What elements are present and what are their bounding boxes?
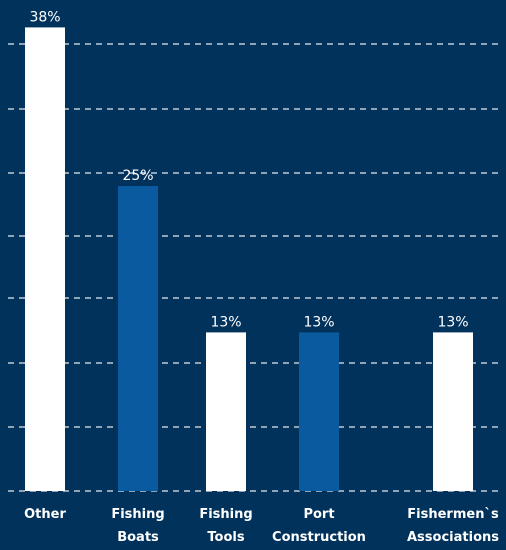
- category-label: Port: [303, 507, 334, 522]
- value-labels: 38% 25% 13% 13% 13%: [29, 9, 468, 330]
- value-label: 13%: [210, 314, 241, 330]
- value-label: 13%: [437, 314, 468, 330]
- grid-lines: [8, 43, 500, 492]
- category-labels: Other Fishing Boats Fishing Tools Port Constru…: [24, 507, 499, 545]
- category-label: Other: [24, 507, 66, 522]
- bars: [25, 27, 473, 492]
- category-label: Fishing: [111, 507, 164, 522]
- value-label: 25%: [122, 168, 153, 184]
- value-label: 13%: [303, 314, 334, 330]
- category-label: Construction: [272, 530, 366, 545]
- bar: [25, 27, 65, 492]
- category-label: Fishermen`s: [407, 507, 499, 522]
- bar: [299, 332, 339, 491]
- bar: [118, 186, 158, 491]
- category-label: Tools: [207, 530, 244, 545]
- value-label: 38%: [29, 9, 60, 25]
- bar: [206, 332, 246, 491]
- category-label: Associations: [407, 530, 499, 545]
- bar: [433, 332, 473, 491]
- category-label: Boats: [117, 530, 159, 545]
- category-label: Fishing: [199, 507, 252, 522]
